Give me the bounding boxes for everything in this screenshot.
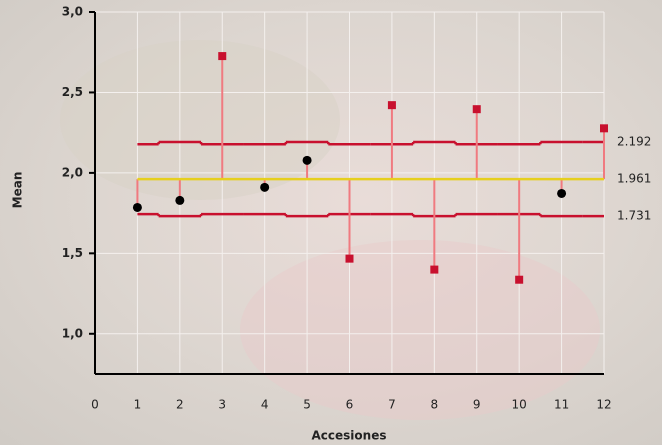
- x-tick-label: 11: [554, 398, 569, 412]
- point: [302, 155, 312, 165]
- limit-label: 1.731: [617, 209, 651, 223]
- x-tick-label: 8: [431, 398, 439, 412]
- limit-label: 2.192: [617, 134, 651, 148]
- y-tick-label: 2,0: [62, 165, 83, 179]
- point-out: [472, 105, 481, 114]
- y-tick-label: 3,0: [62, 5, 83, 19]
- x-tick-label: 12: [596, 398, 611, 412]
- point: [132, 202, 142, 212]
- x-tick-label: 2: [176, 398, 184, 412]
- x-tick-label: 6: [346, 398, 354, 412]
- y-tick-label: 2,5: [62, 85, 83, 99]
- point-out: [430, 265, 439, 274]
- x-tick-label: 10: [512, 398, 527, 412]
- x-tick-label: 7: [388, 398, 396, 412]
- x-tick-label: 0: [91, 398, 99, 412]
- point-out: [345, 254, 354, 263]
- y-tick-label: 1,5: [62, 246, 83, 260]
- x-axis-title: Accesiones: [312, 429, 387, 443]
- point-out: [515, 275, 524, 284]
- x-tick-label: 9: [473, 398, 481, 412]
- point: [175, 195, 185, 205]
- x-tick-label: 4: [261, 398, 269, 412]
- x-tick-label: 5: [303, 398, 311, 412]
- point-out: [387, 101, 396, 110]
- point: [260, 182, 270, 192]
- background-blur: [60, 40, 340, 200]
- x-tick-label: 3: [218, 398, 226, 412]
- point-out: [218, 52, 227, 61]
- point-out: [600, 124, 608, 133]
- point: [557, 188, 567, 198]
- background-blur: [240, 240, 600, 420]
- y-tick-label: 1,0: [62, 326, 83, 340]
- limit-label: 1.961: [617, 172, 651, 186]
- y-axis-title: Mean: [11, 172, 25, 209]
- x-tick-label: 1: [134, 398, 142, 412]
